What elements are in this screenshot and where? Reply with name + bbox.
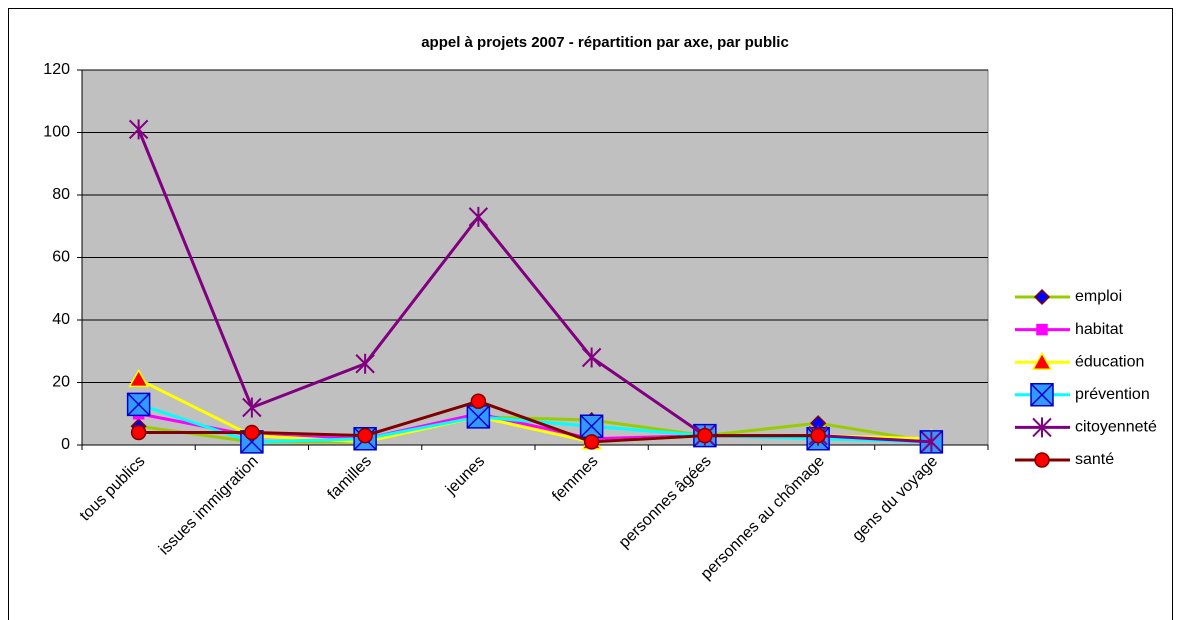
marker <box>1036 323 1048 336</box>
marker <box>810 427 826 444</box>
y-tick-label: 20 <box>52 374 70 391</box>
marker <box>244 424 260 441</box>
y-tick-label: 120 <box>43 61 70 78</box>
marker <box>128 119 149 140</box>
marker <box>1033 288 1051 306</box>
marker <box>357 427 373 444</box>
marker <box>126 392 151 417</box>
legend-label: citoyenneté <box>1075 419 1157 436</box>
marker <box>1030 383 1054 407</box>
chart-title: appel à projets 2007 - répartition par a… <box>421 34 789 51</box>
y-tick-label: 100 <box>43 124 70 141</box>
legend-label: éducation <box>1075 353 1144 370</box>
marker <box>128 368 149 388</box>
marker <box>697 427 713 444</box>
y-tick-label: 80 <box>52 186 70 203</box>
marker <box>242 397 262 418</box>
marker <box>130 424 147 441</box>
y-tick-label: 40 <box>52 311 70 328</box>
marker <box>355 353 375 374</box>
legend-label: prévention <box>1075 386 1150 403</box>
marker <box>579 414 604 438</box>
legend-label: santé <box>1075 451 1114 468</box>
legend: emploi habitat éducation prévention citoyenn… <box>1015 288 1157 468</box>
y-tick-label: 60 <box>52 249 70 266</box>
marker <box>921 431 942 452</box>
marker <box>1032 417 1052 438</box>
legend-label: habitat <box>1075 321 1124 338</box>
y-tick-label: 0 <box>61 436 70 453</box>
marker <box>1031 351 1053 370</box>
marker <box>581 347 602 368</box>
marker <box>470 393 487 409</box>
marker <box>583 434 600 450</box>
marker <box>1034 452 1050 468</box>
legend-label: emploi <box>1075 288 1122 305</box>
marker <box>466 405 491 429</box>
marker <box>468 206 489 227</box>
